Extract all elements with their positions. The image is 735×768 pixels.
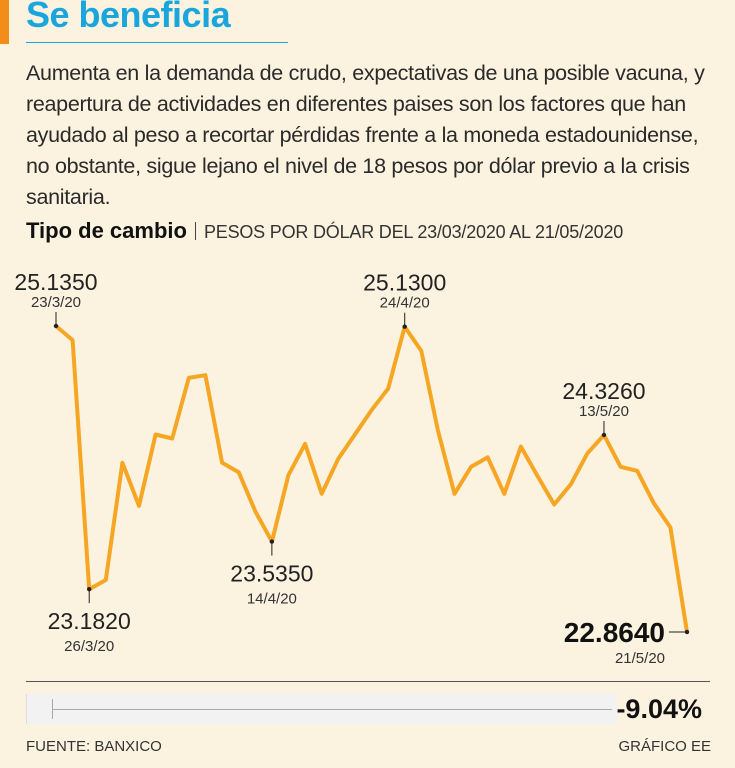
exchange-rate-line (54, 324, 689, 634)
source-note: FUENTE: BANXICO (26, 738, 162, 755)
lede-paragraph: Aumenta en la demanda de crudo, expectat… (26, 61, 705, 209)
chart-header-separator (194, 222, 196, 240)
page-title: Se beneficia (26, 0, 231, 35)
data-label-date: 26/3/20 (64, 638, 114, 655)
chart-title: Tipo de cambio (26, 218, 187, 243)
percent-change: -9.04% (616, 694, 702, 724)
accent-bar (0, 0, 9, 44)
data-label-value: 22.8640 (564, 617, 665, 648)
data-label-date: 14/4/20 (247, 591, 297, 608)
data-label-date: 24/4/20 (380, 295, 430, 312)
title-underline (26, 42, 288, 43)
data-label-value: 25.1300 (363, 270, 446, 296)
change-track-tick (52, 699, 53, 719)
change-track-line (52, 709, 612, 710)
data-label-value: 23.1820 (48, 608, 131, 634)
data-label-value: 24.3260 (562, 378, 645, 404)
data-label-value: 23.5350 (230, 561, 313, 587)
data-label-date: 23/3/20 (31, 294, 81, 311)
data-label-value: 25.1350 (14, 269, 97, 295)
data-label-date: 13/5/20 (579, 403, 629, 420)
bottom-divider (26, 681, 710, 682)
chart-header: Tipo de cambio PESOS POR DÓLAR DEL 23/03/… (26, 218, 623, 244)
chart-subtitle: PESOS POR DÓLAR DEL 23/03/2020 AL 21/05/… (203, 222, 624, 242)
graphic-credit: GRÁFICO EE (618, 738, 711, 755)
data-label-date: 21/5/20 (615, 650, 665, 667)
